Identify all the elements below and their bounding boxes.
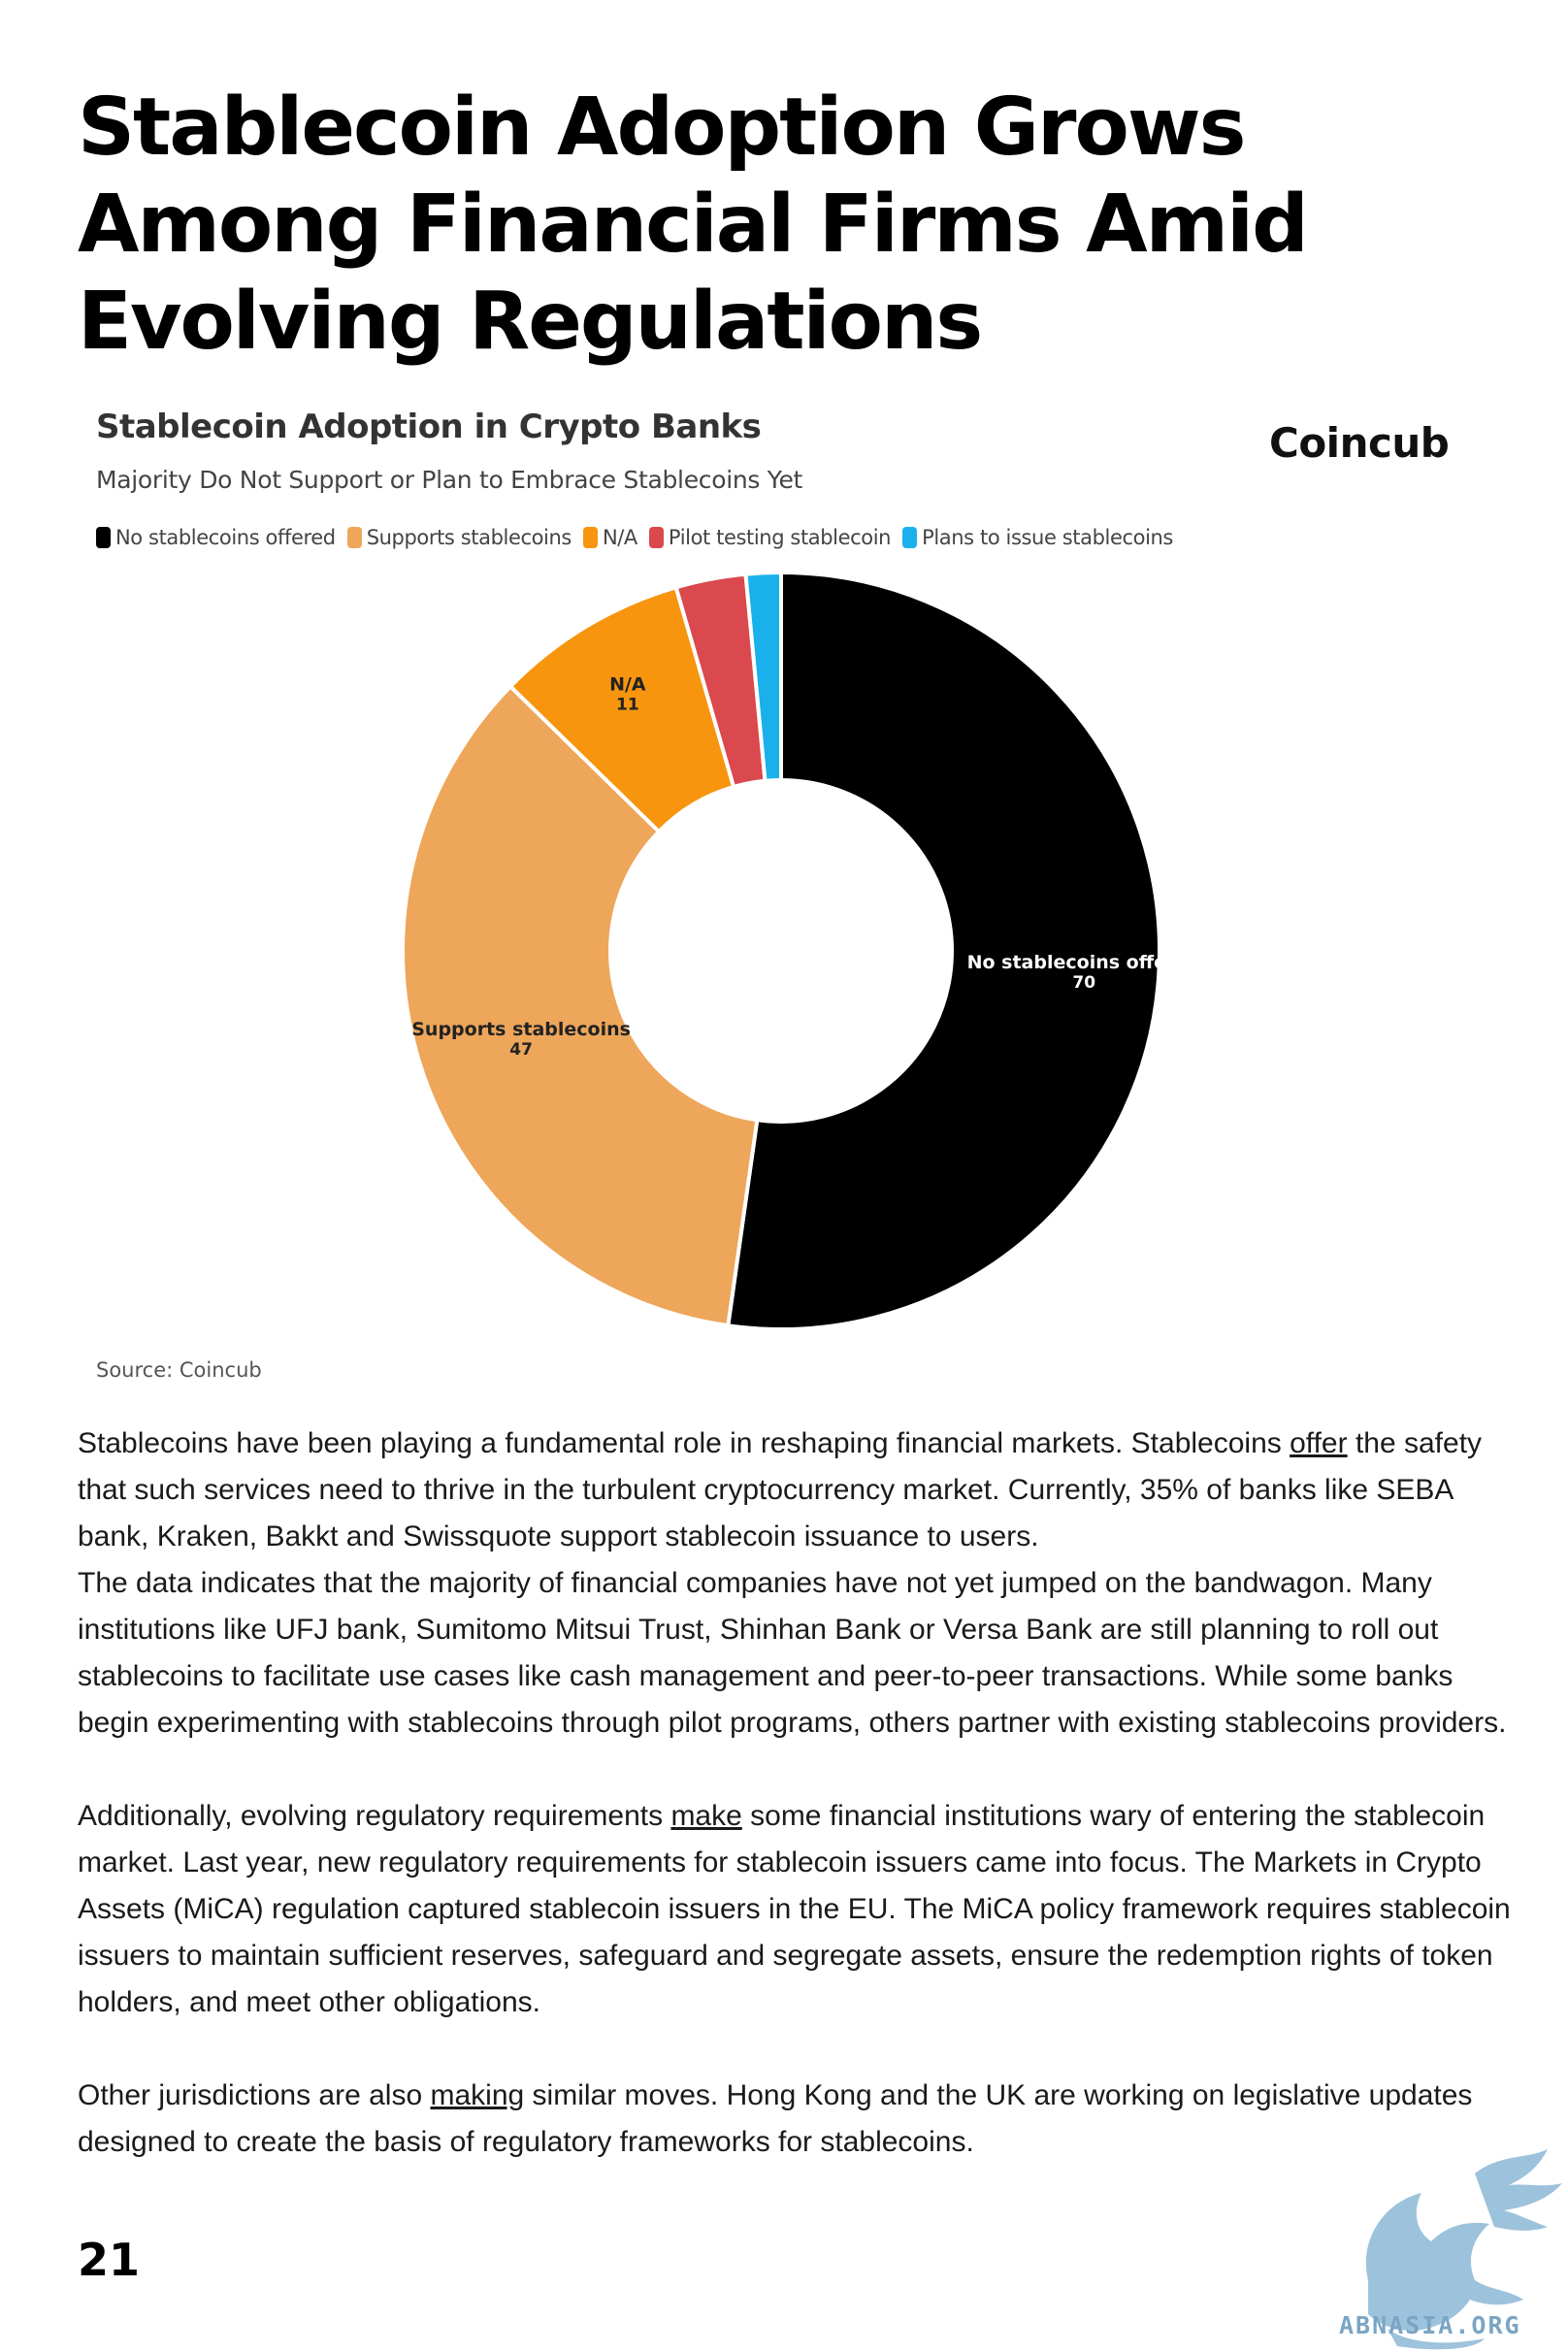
chart-title: Stablecoin Adoption in Crypto Banks [96, 408, 762, 446]
griffin-logo-icon [1365, 2149, 1562, 2350]
article-body: Stablecoins have been playing a fundamen… [78, 1421, 1514, 2166]
page-number: 21 [78, 2234, 141, 2286]
legend-swatch [648, 527, 664, 548]
data-label-name: Supports stablecoins [411, 1019, 631, 1040]
paragraph-text: Additionally, evolving regulatory requir… [78, 1800, 671, 1832]
paragraph-text: the safety that such services need to th… [78, 1427, 1507, 1739]
data-label-value: 47 [509, 1040, 533, 1060]
offer-link[interactable]: offer [1290, 1427, 1348, 1459]
legend-label: Plans to issue stablecoins [922, 526, 1173, 549]
watermark-text: ABNASIA.ORG [1339, 2311, 1521, 2339]
chart-figure: Stablecoin Adoption in Crypto Banks Majo… [78, 388, 1475, 1397]
legend-item: Plans to issue stablecoins [902, 526, 1173, 549]
paragraph-text: Stablecoins have been playing a fundamen… [78, 1427, 1290, 1459]
legend-label: N/A [602, 526, 637, 549]
chart-subtitle: Majority Do Not Support or Plan to Embra… [96, 466, 803, 494]
article-paragraph: Other jurisdictions are also making simi… [78, 2073, 1514, 2166]
chart-source: Source: Coincub [96, 1358, 262, 1382]
making-link[interactable]: making [430, 2079, 525, 2111]
legend-swatch [582, 527, 598, 548]
legend-item: N/A [582, 526, 637, 549]
data-label-value: 70 [1072, 973, 1095, 993]
legend-label: Supports stablecoins [366, 526, 572, 549]
make-link[interactable]: make [670, 1800, 742, 1832]
legend-item: Pilot testing stablecoin [648, 526, 892, 549]
legend-swatch [96, 527, 111, 548]
article-headline: Stablecoin Adoption Grows Among Financia… [78, 82, 1309, 368]
legend-item: No stablecoins offered [96, 526, 336, 549]
legend-label: Pilot testing stablecoin [668, 526, 892, 549]
chart-legend: No stablecoins offered Supports stablecoi… [96, 526, 1185, 549]
article-paragraph: Additionally, evolving regulatory requir… [78, 1793, 1514, 2026]
paragraph-text: similar moves. Hong Kong and the UK are … [78, 2079, 1473, 2158]
data-label-value: 11 [616, 696, 639, 715]
donut-slice [401, 683, 760, 1328]
legend-swatch [346, 527, 362, 548]
legend-swatch [902, 527, 918, 548]
brand-logo: Coincub [1269, 419, 1450, 467]
legend-item: Supports stablecoins [346, 526, 572, 549]
donut-slice [743, 570, 783, 783]
donut-slice [726, 570, 1161, 1331]
article-paragraph: Stablecoins have been playing a fundamen… [78, 1421, 1514, 1747]
data-label-name: No stablecoins offered [967, 952, 1201, 973]
data-label-name: N/A [609, 674, 646, 696]
paragraph-text: Other jurisdictions are also [78, 2079, 431, 2111]
paragraph-text: some financial institutions wary of ente… [78, 1800, 1511, 2018]
legend-label: No stablecoins offered [115, 526, 336, 549]
